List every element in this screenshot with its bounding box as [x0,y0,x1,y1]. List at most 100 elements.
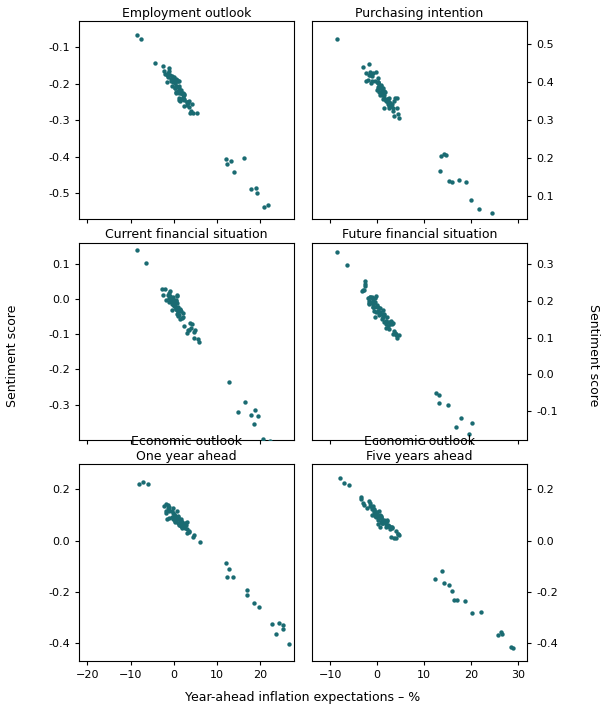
Point [171,302,181,314]
Point [375,308,384,319]
Point [378,82,387,93]
Point [377,84,387,95]
Point [388,328,398,340]
Point [173,75,182,87]
Point [172,309,182,320]
Point [363,74,373,85]
Point [194,337,204,348]
Point [171,304,181,315]
Point [368,294,378,305]
Point [182,97,192,108]
Point [430,574,439,585]
Point [246,183,256,195]
Point [373,306,382,317]
Point [168,513,178,524]
Point [164,501,173,513]
Title: Economic outlook
One year ahead: Economic outlook One year ahead [131,434,242,463]
Point [170,295,179,306]
Point [179,92,188,103]
Point [393,529,403,540]
Point [172,506,182,517]
Point [367,509,377,520]
Point [383,321,393,332]
Point [167,292,177,304]
Point [160,284,170,295]
Point [159,60,168,72]
Point [366,500,376,511]
Point [185,525,195,537]
Point [167,506,177,517]
Point [168,508,178,519]
Point [165,294,175,306]
Point [373,72,382,83]
Point [168,75,178,87]
Point [378,517,388,528]
Point [173,85,183,97]
Point [278,619,288,631]
Point [389,532,399,543]
Point [461,595,470,606]
Point [179,520,189,532]
Point [389,326,399,337]
Point [442,400,452,411]
Point [174,75,184,87]
Point [233,406,243,417]
Point [370,296,380,308]
Point [176,518,186,530]
Point [388,102,398,114]
Point [374,309,384,321]
Point [384,92,394,103]
Point [388,318,398,329]
Point [356,492,366,503]
Point [444,175,454,186]
Point [285,638,295,650]
Point [387,98,396,109]
Point [166,75,176,86]
Point [178,87,187,98]
Point [170,299,179,310]
Point [359,275,369,287]
Point [170,301,180,312]
Point [378,309,387,320]
Point [378,311,388,323]
Point [435,389,444,400]
Point [378,515,388,527]
Point [358,498,368,509]
Point [379,514,388,525]
Point [464,428,474,439]
Point [390,110,399,122]
Point [179,518,189,530]
Point [381,323,391,334]
Point [168,294,178,305]
Point [391,533,401,544]
Point [181,519,191,530]
Point [365,498,375,509]
Point [173,301,183,312]
Point [366,77,376,88]
Point [171,513,181,525]
Point [132,29,142,41]
Point [373,77,382,89]
Point [384,97,394,108]
Point [167,294,177,305]
Point [362,503,371,514]
Point [182,528,192,539]
Point [371,301,381,313]
Point [381,316,391,327]
Point [173,306,183,317]
Point [373,518,383,530]
Point [168,510,178,522]
Point [370,506,379,518]
Point [252,188,262,199]
Point [275,462,285,474]
Point [367,503,377,514]
Point [176,520,186,532]
Title: Current financial situation: Current financial situation [105,228,268,241]
Point [371,510,381,522]
Point [191,107,201,119]
Point [375,521,385,533]
Point [250,404,260,415]
Point [174,92,184,103]
Point [387,521,396,533]
Point [359,284,368,296]
